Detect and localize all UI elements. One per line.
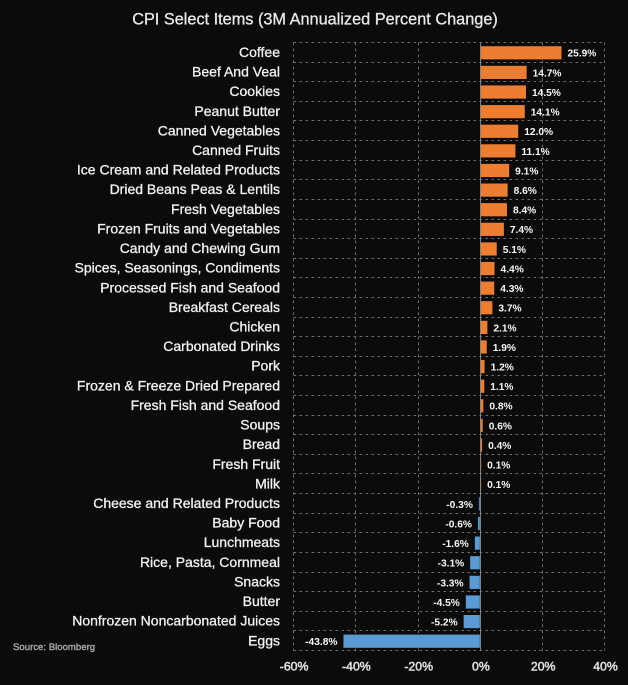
svg-text:-0.6%: -0.6%: [445, 519, 472, 530]
svg-text:Fresh Fruit: Fresh Fruit: [212, 456, 280, 472]
svg-text:Canned Vegetables: Canned Vegetables: [158, 122, 280, 138]
svg-text:9.1%: 9.1%: [515, 166, 538, 177]
svg-text:-20%: -20%: [404, 660, 433, 674]
svg-text:Beef And Veal: Beef And Veal: [192, 64, 280, 80]
svg-text:-0.3%: -0.3%: [446, 500, 473, 511]
svg-text:14.1%: 14.1%: [531, 108, 560, 119]
svg-text:Carbonated Drinks: Carbonated Drinks: [163, 338, 280, 354]
svg-text:Eggs: Eggs: [248, 632, 280, 648]
svg-text:2.1%: 2.1%: [493, 323, 516, 334]
svg-text:Lunchmeats: Lunchmeats: [204, 534, 280, 550]
svg-text:Rice, Pasta, Cornmeal: Rice, Pasta, Cornmeal: [140, 554, 280, 570]
svg-text:0%: 0%: [472, 660, 490, 674]
svg-text:Breakfast Cereals: Breakfast Cereals: [169, 299, 280, 315]
svg-text:-60%: -60%: [280, 660, 309, 674]
svg-text:Spices, Seasonings, Condiments: Spices, Seasonings, Condiments: [75, 260, 280, 276]
svg-text:7.4%: 7.4%: [510, 225, 533, 236]
svg-text:0.8%: 0.8%: [489, 402, 512, 413]
svg-text:CPI Select Items (3M Annualize: CPI Select Items (3M Annualized Percent …: [132, 10, 498, 28]
svg-text:Frozen & Freeze Dried Prepared: Frozen & Freeze Dried Prepared: [77, 377, 280, 393]
svg-text:14.7%: 14.7%: [533, 68, 562, 79]
svg-text:Processed Fish and Seafood: Processed Fish and Seafood: [100, 279, 280, 295]
svg-text:Snacks: Snacks: [234, 573, 280, 589]
svg-text:Canned Fruits: Canned Fruits: [192, 142, 280, 158]
svg-text:-3.3%: -3.3%: [437, 578, 464, 589]
svg-text:Milk: Milk: [255, 475, 281, 491]
svg-text:Dried Beans Peas & Lentils: Dried Beans Peas & Lentils: [110, 181, 280, 197]
svg-text:1.9%: 1.9%: [493, 343, 516, 354]
svg-text:-3.1%: -3.1%: [438, 559, 465, 570]
svg-text:Coffee: Coffee: [239, 44, 280, 60]
svg-text:Peanut Butter: Peanut Butter: [194, 103, 280, 119]
svg-text:40%: 40%: [593, 660, 618, 674]
svg-text:3.7%: 3.7%: [498, 304, 521, 315]
svg-text:4.3%: 4.3%: [500, 284, 523, 295]
svg-text:Baby Food: Baby Food: [212, 515, 280, 531]
svg-text:Butter: Butter: [243, 593, 281, 609]
svg-text:12.0%: 12.0%: [524, 127, 553, 138]
svg-text:Fresh Vegetables: Fresh Vegetables: [171, 201, 280, 217]
svg-text:4.4%: 4.4%: [501, 264, 524, 275]
svg-text:8.6%: 8.6%: [514, 186, 537, 197]
svg-text:0.1%: 0.1%: [487, 461, 510, 472]
svg-text:0.6%: 0.6%: [489, 421, 512, 432]
svg-text:Pork: Pork: [251, 358, 281, 374]
svg-text:Cookies: Cookies: [229, 83, 280, 99]
svg-text:Bread: Bread: [243, 436, 280, 452]
svg-text:Fresh Fish and Seafood: Fresh Fish and Seafood: [131, 397, 280, 413]
svg-text:Ice Cream and Related Products: Ice Cream and Related Products: [77, 162, 280, 178]
svg-text:Chicken: Chicken: [229, 318, 280, 334]
svg-text:0.1%: 0.1%: [487, 480, 510, 491]
svg-text:Cheese and Related Products: Cheese and Related Products: [93, 495, 280, 511]
svg-text:-40%: -40%: [342, 660, 371, 674]
svg-text:11.1%: 11.1%: [521, 147, 549, 158]
svg-text:1.1%: 1.1%: [490, 382, 513, 393]
svg-text:Source: Bloomberg: Source: Bloomberg: [13, 642, 95, 653]
svg-text:-1.6%: -1.6%: [442, 539, 469, 550]
svg-text:Candy and Chewing Gum: Candy and Chewing Gum: [120, 240, 280, 256]
svg-text:1.2%: 1.2%: [491, 363, 514, 374]
svg-text:0.4%: 0.4%: [488, 441, 511, 452]
svg-text:Frozen Fruits and Vegetables: Frozen Fruits and Vegetables: [97, 220, 280, 236]
svg-text:5.1%: 5.1%: [503, 245, 526, 256]
svg-text:-5.2%: -5.2%: [431, 617, 458, 628]
svg-text:Nonfrozen Noncarbonated Juices: Nonfrozen Noncarbonated Juices: [72, 613, 280, 629]
svg-text:25.9%: 25.9%: [567, 49, 596, 60]
svg-text:Soups: Soups: [240, 417, 280, 433]
svg-text:-43.8%: -43.8%: [305, 637, 337, 648]
svg-text:20%: 20%: [531, 660, 556, 674]
svg-text:14.5%: 14.5%: [532, 88, 561, 99]
svg-text:-4.5%: -4.5%: [433, 598, 460, 609]
svg-text:8.4%: 8.4%: [513, 206, 536, 217]
